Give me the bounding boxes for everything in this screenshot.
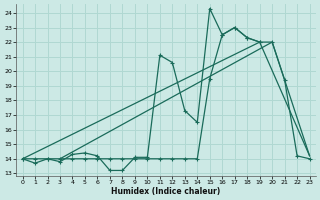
X-axis label: Humidex (Indice chaleur): Humidex (Indice chaleur): [111, 187, 221, 196]
